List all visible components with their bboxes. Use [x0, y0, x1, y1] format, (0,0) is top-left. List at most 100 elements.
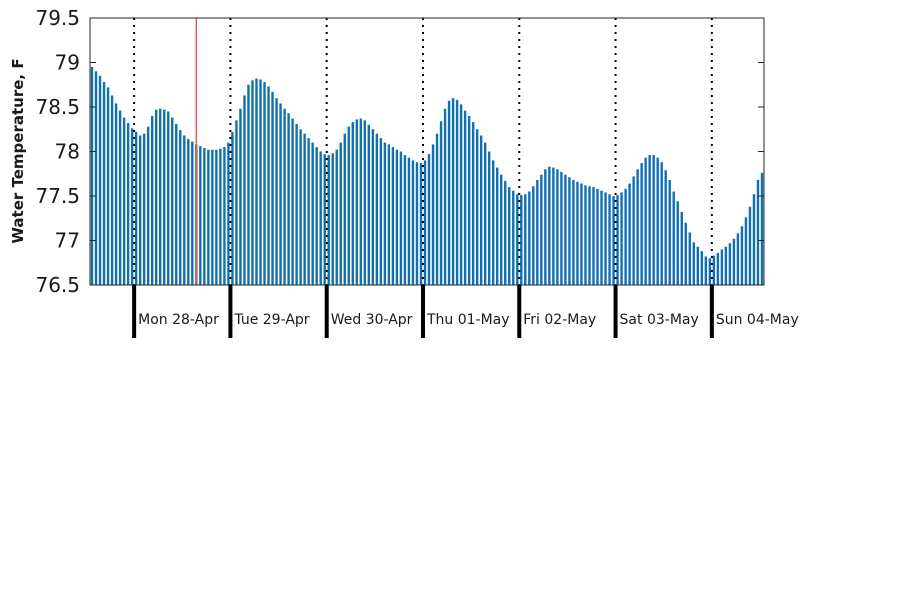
- temperature-bar: [696, 246, 700, 285]
- temperature-bar: [423, 160, 427, 285]
- temperature-bar: [291, 118, 294, 285]
- day-label: Tue 29-Apr: [233, 312, 309, 328]
- temperature-bar: [231, 131, 234, 285]
- temperature-bar: [243, 95, 246, 286]
- temperature-bar: [403, 155, 407, 285]
- temperature-bar: [427, 154, 431, 285]
- temperature-bar: [479, 135, 483, 285]
- temperature-bar: [431, 144, 435, 285]
- y-tick-label: 77: [55, 229, 80, 253]
- temperature-bar: [556, 169, 559, 285]
- temperature-bar: [656, 157, 659, 285]
- temperature-bar: [459, 104, 463, 285]
- temperature-bar: [716, 252, 720, 285]
- temperature-bar: [203, 147, 206, 285]
- temperature-bar: [126, 123, 130, 286]
- temperature-bar: [760, 172, 764, 285]
- temperature-bar: [215, 149, 218, 285]
- temperature-bar: [387, 144, 391, 285]
- temperature-bar: [239, 108, 242, 285]
- temperature-bar: [588, 186, 591, 285]
- temperature-bar: [576, 181, 579, 285]
- temperature-bar: [660, 162, 663, 285]
- temperature-bar: [648, 155, 651, 285]
- y-tick-label: 79.5: [35, 6, 80, 30]
- temperature-bar: [247, 84, 250, 285]
- temperature-bar: [331, 153, 334, 285]
- temperature-bar: [712, 255, 716, 285]
- temperature-bar: [299, 129, 302, 285]
- temperature-bar: [632, 176, 635, 285]
- temperature-bar: [323, 154, 326, 285]
- temperature-bar: [487, 151, 491, 285]
- temperature-bar: [355, 119, 358, 286]
- temperature-bar: [640, 163, 643, 285]
- temperature-bar: [475, 129, 479, 285]
- temperature-bar: [552, 167, 555, 285]
- temperature-bar: [367, 124, 371, 285]
- y-tick-label: 77.5: [35, 184, 80, 208]
- temperature-bar: [744, 217, 748, 285]
- temperature-bar: [447, 100, 451, 286]
- temperature-bar: [110, 95, 114, 286]
- temperature-bar: [251, 80, 254, 285]
- temperature-bar: [287, 113, 290, 285]
- temperature-bar: [263, 82, 266, 285]
- temperature-bar: [564, 174, 567, 285]
- temperature-bar: [106, 87, 110, 285]
- day-label: Sat 03-May: [620, 312, 699, 328]
- temperature-bar: [179, 130, 182, 285]
- temperature-bar: [720, 249, 724, 285]
- temperature-bar: [724, 246, 728, 285]
- temperature-bar: [171, 117, 174, 286]
- temperature-bar: [560, 171, 563, 285]
- temperature-bar: [524, 194, 527, 285]
- temperature-bar: [628, 183, 631, 285]
- temperature-bar: [512, 190, 515, 285]
- temperature-bar: [668, 179, 671, 285]
- temperature-bar: [664, 170, 667, 285]
- y-tick-label: 79: [55, 51, 80, 75]
- temperature-bar: [612, 196, 615, 285]
- temperature-bar: [504, 180, 507, 285]
- temperature-bar: [391, 147, 395, 285]
- temperature-bar: [223, 147, 226, 285]
- temperature-bar: [680, 212, 683, 285]
- temperature-bar: [90, 66, 94, 285]
- temperature-bar: [600, 190, 603, 285]
- y-tick-label: 76.5: [35, 273, 80, 297]
- temperature-bar: [568, 177, 571, 285]
- temperature-bar: [102, 82, 106, 285]
- temperature-bar: [327, 155, 330, 285]
- temperature-bar: [319, 151, 322, 285]
- temperature-bar: [584, 185, 587, 285]
- temperature-bar: [415, 162, 419, 285]
- y-tick-label: 78.5: [35, 95, 80, 119]
- temperature-bar: [279, 103, 282, 285]
- temperature-bar: [175, 123, 178, 285]
- temperature-bar: [483, 142, 487, 285]
- temperature-bar: [315, 147, 318, 285]
- temperature-bar: [167, 111, 170, 285]
- temperature-bar: [275, 98, 278, 285]
- temperature-bar: [604, 192, 607, 285]
- y-axis: 76.5 77 77.5 78 78.5 79 79.5: [35, 6, 764, 297]
- temperature-bar: [283, 108, 286, 285]
- temperature-bar: [98, 75, 102, 285]
- temperature-bar: [207, 149, 210, 285]
- temperature-bar: [540, 174, 543, 285]
- temperature-bar: [343, 133, 346, 285]
- y-axis-label: Water Temperature, F: [9, 58, 27, 243]
- temperature-bar: [375, 133, 379, 285]
- bar-series: [90, 66, 764, 286]
- temperature-bar: [163, 109, 166, 285]
- temperature-bar: [752, 194, 756, 285]
- temperature-bar: [616, 195, 619, 285]
- temperature-bar: [491, 160, 495, 285]
- temperature-bar: [191, 141, 194, 285]
- temperature-bar: [732, 238, 736, 285]
- temperature-bar: [516, 194, 519, 285]
- temperature-bar: [500, 174, 503, 285]
- temperature-bar: [379, 138, 383, 285]
